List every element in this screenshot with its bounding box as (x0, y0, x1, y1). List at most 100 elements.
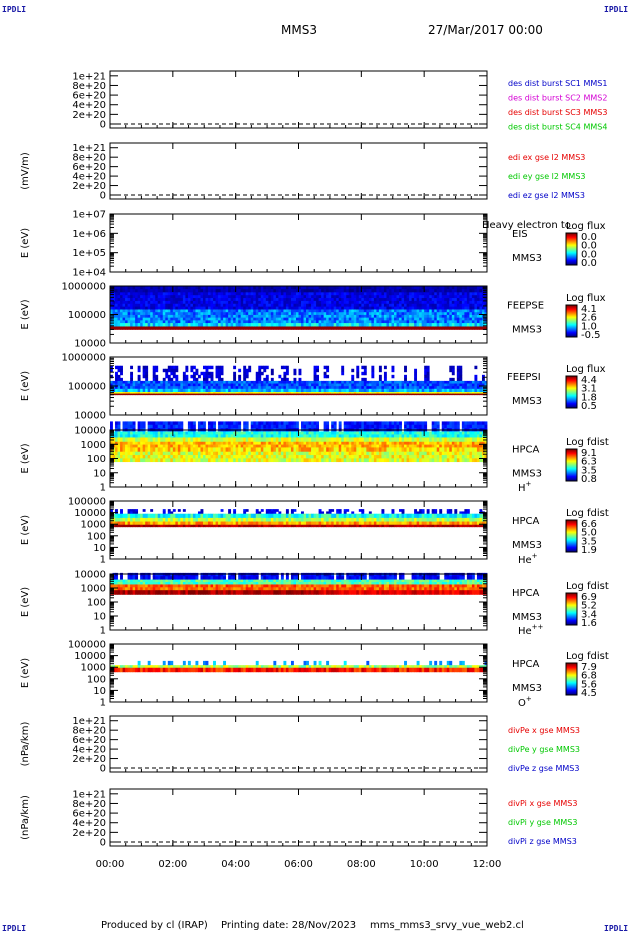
spectrogram-cell (323, 451, 327, 456)
spectrogram-cell (401, 386, 405, 390)
spectrogram-cell (152, 451, 156, 456)
spectrogram-cell (250, 298, 254, 302)
spectrogram-cell (255, 309, 259, 313)
spectrogram-cell (175, 388, 179, 393)
spectrogram-cell (439, 320, 443, 324)
spectrogram-cell (409, 306, 412, 310)
spectrogram-cell (361, 371, 365, 376)
spectrogram-cell (444, 326, 448, 330)
spectrogram-cell (142, 392, 146, 394)
spectrogram-cell (177, 298, 181, 302)
spectrogram-cell (175, 303, 179, 308)
spectrogram-cell (220, 388, 224, 393)
spectrogram-cell (200, 386, 204, 390)
spectrogram-cell (157, 383, 161, 387)
spectrogram-cell (441, 298, 445, 302)
spectrogram-cell (368, 309, 372, 313)
spectrogram-cell (187, 289, 191, 293)
spectrogram-cell (170, 323, 174, 327)
spectrogram-cell (446, 289, 450, 293)
spectrogram-cell (263, 295, 267, 299)
spectrogram-cell (436, 295, 440, 299)
spectrogram-cell (228, 458, 232, 463)
spectrogram-cell (162, 441, 166, 445)
spectrogram-cell (122, 393, 126, 396)
spectrogram-cell (318, 431, 322, 435)
spectrogram-cell (285, 326, 289, 330)
spectrogram-cell (265, 298, 269, 302)
spectrogram-cell (155, 388, 159, 393)
spectrogram-cell (361, 388, 365, 393)
spectrogram-cell (265, 326, 269, 330)
spectrogram-cell (318, 289, 322, 293)
spectrogram-cell (162, 306, 166, 310)
colorbar-tick-label: 0.0 (581, 258, 597, 269)
colorbar-step (566, 333, 577, 335)
spectrogram-cell (280, 421, 284, 426)
spectrogram-cell (361, 300, 365, 305)
spectrogram-cell (293, 371, 297, 376)
spectrogram-cell (135, 300, 139, 305)
spectrogram-cell (157, 455, 161, 459)
spectrogram-cell (185, 437, 189, 443)
colorbar-step (566, 406, 577, 408)
spectrogram-cell (298, 289, 302, 293)
spectrogram-cell (255, 292, 259, 296)
spectrogram-cell (411, 309, 415, 313)
spectrogram-cell (213, 434, 216, 438)
spectrogram-cell (175, 386, 179, 390)
spectrogram-cell (346, 312, 350, 316)
spectrogram-cell (313, 444, 317, 448)
spectrogram-cell (280, 451, 284, 456)
spectrogram-cell (288, 451, 292, 456)
spectrogram-cell (419, 393, 423, 396)
spectrogram-cell (240, 317, 244, 321)
spectrogram-cell (147, 323, 151, 327)
spectrogram-cell (361, 320, 365, 324)
spectrogram-cell (170, 393, 174, 396)
spectrogram-cell (424, 314, 428, 319)
spectrogram-cell (122, 431, 126, 435)
spectrogram-cell (160, 306, 164, 310)
spectrogram-cell (170, 377, 174, 382)
spectrogram-cell (250, 295, 254, 299)
spectrogram-cell (476, 295, 480, 299)
spectrogram-cell (250, 455, 254, 459)
spectrogram-cell (461, 286, 465, 290)
spectrogram-cell (451, 289, 455, 293)
spectrogram-cell (368, 392, 372, 394)
spectrogram-cell (439, 392, 443, 394)
spectrogram-cell (388, 388, 392, 393)
spectrogram-cell (401, 286, 405, 290)
spectrogram-cell (419, 326, 423, 330)
spectrogram-cell (110, 368, 113, 373)
spectrogram-cell (293, 309, 297, 313)
spectrogram-cell (233, 292, 237, 296)
spectrogram-cell (318, 309, 322, 313)
spectrogram-cell (270, 298, 274, 302)
spectrogram-cell (298, 326, 302, 330)
spectrogram-cell (298, 380, 302, 384)
spectrogram-cell (456, 298, 460, 302)
colorbar-step (566, 396, 577, 398)
spectrogram-cell (368, 383, 372, 387)
spectrogram-cell (208, 295, 211, 299)
spectrogram-cell (343, 314, 347, 319)
spectrogram-cell (376, 326, 380, 330)
spectrogram-cell (311, 388, 314, 393)
spectrogram-cell (260, 447, 264, 453)
spectrogram-cell (130, 306, 134, 310)
spectrogram-cell (313, 306, 317, 310)
spectrogram-cell (155, 383, 159, 387)
spectrogram-cell (416, 286, 420, 290)
spectrogram-cell (187, 431, 191, 435)
spectrogram-cell (373, 292, 377, 296)
spectrogram-cell (263, 377, 267, 382)
spectrogram-cell (243, 374, 247, 379)
spectrogram-cell (150, 444, 154, 448)
spectrogram-cell (404, 368, 407, 373)
spectrogram-cell (316, 421, 319, 426)
spectrogram-cell (180, 317, 184, 321)
spectrogram-cell (130, 292, 134, 296)
colorbar-step (566, 260, 577, 262)
